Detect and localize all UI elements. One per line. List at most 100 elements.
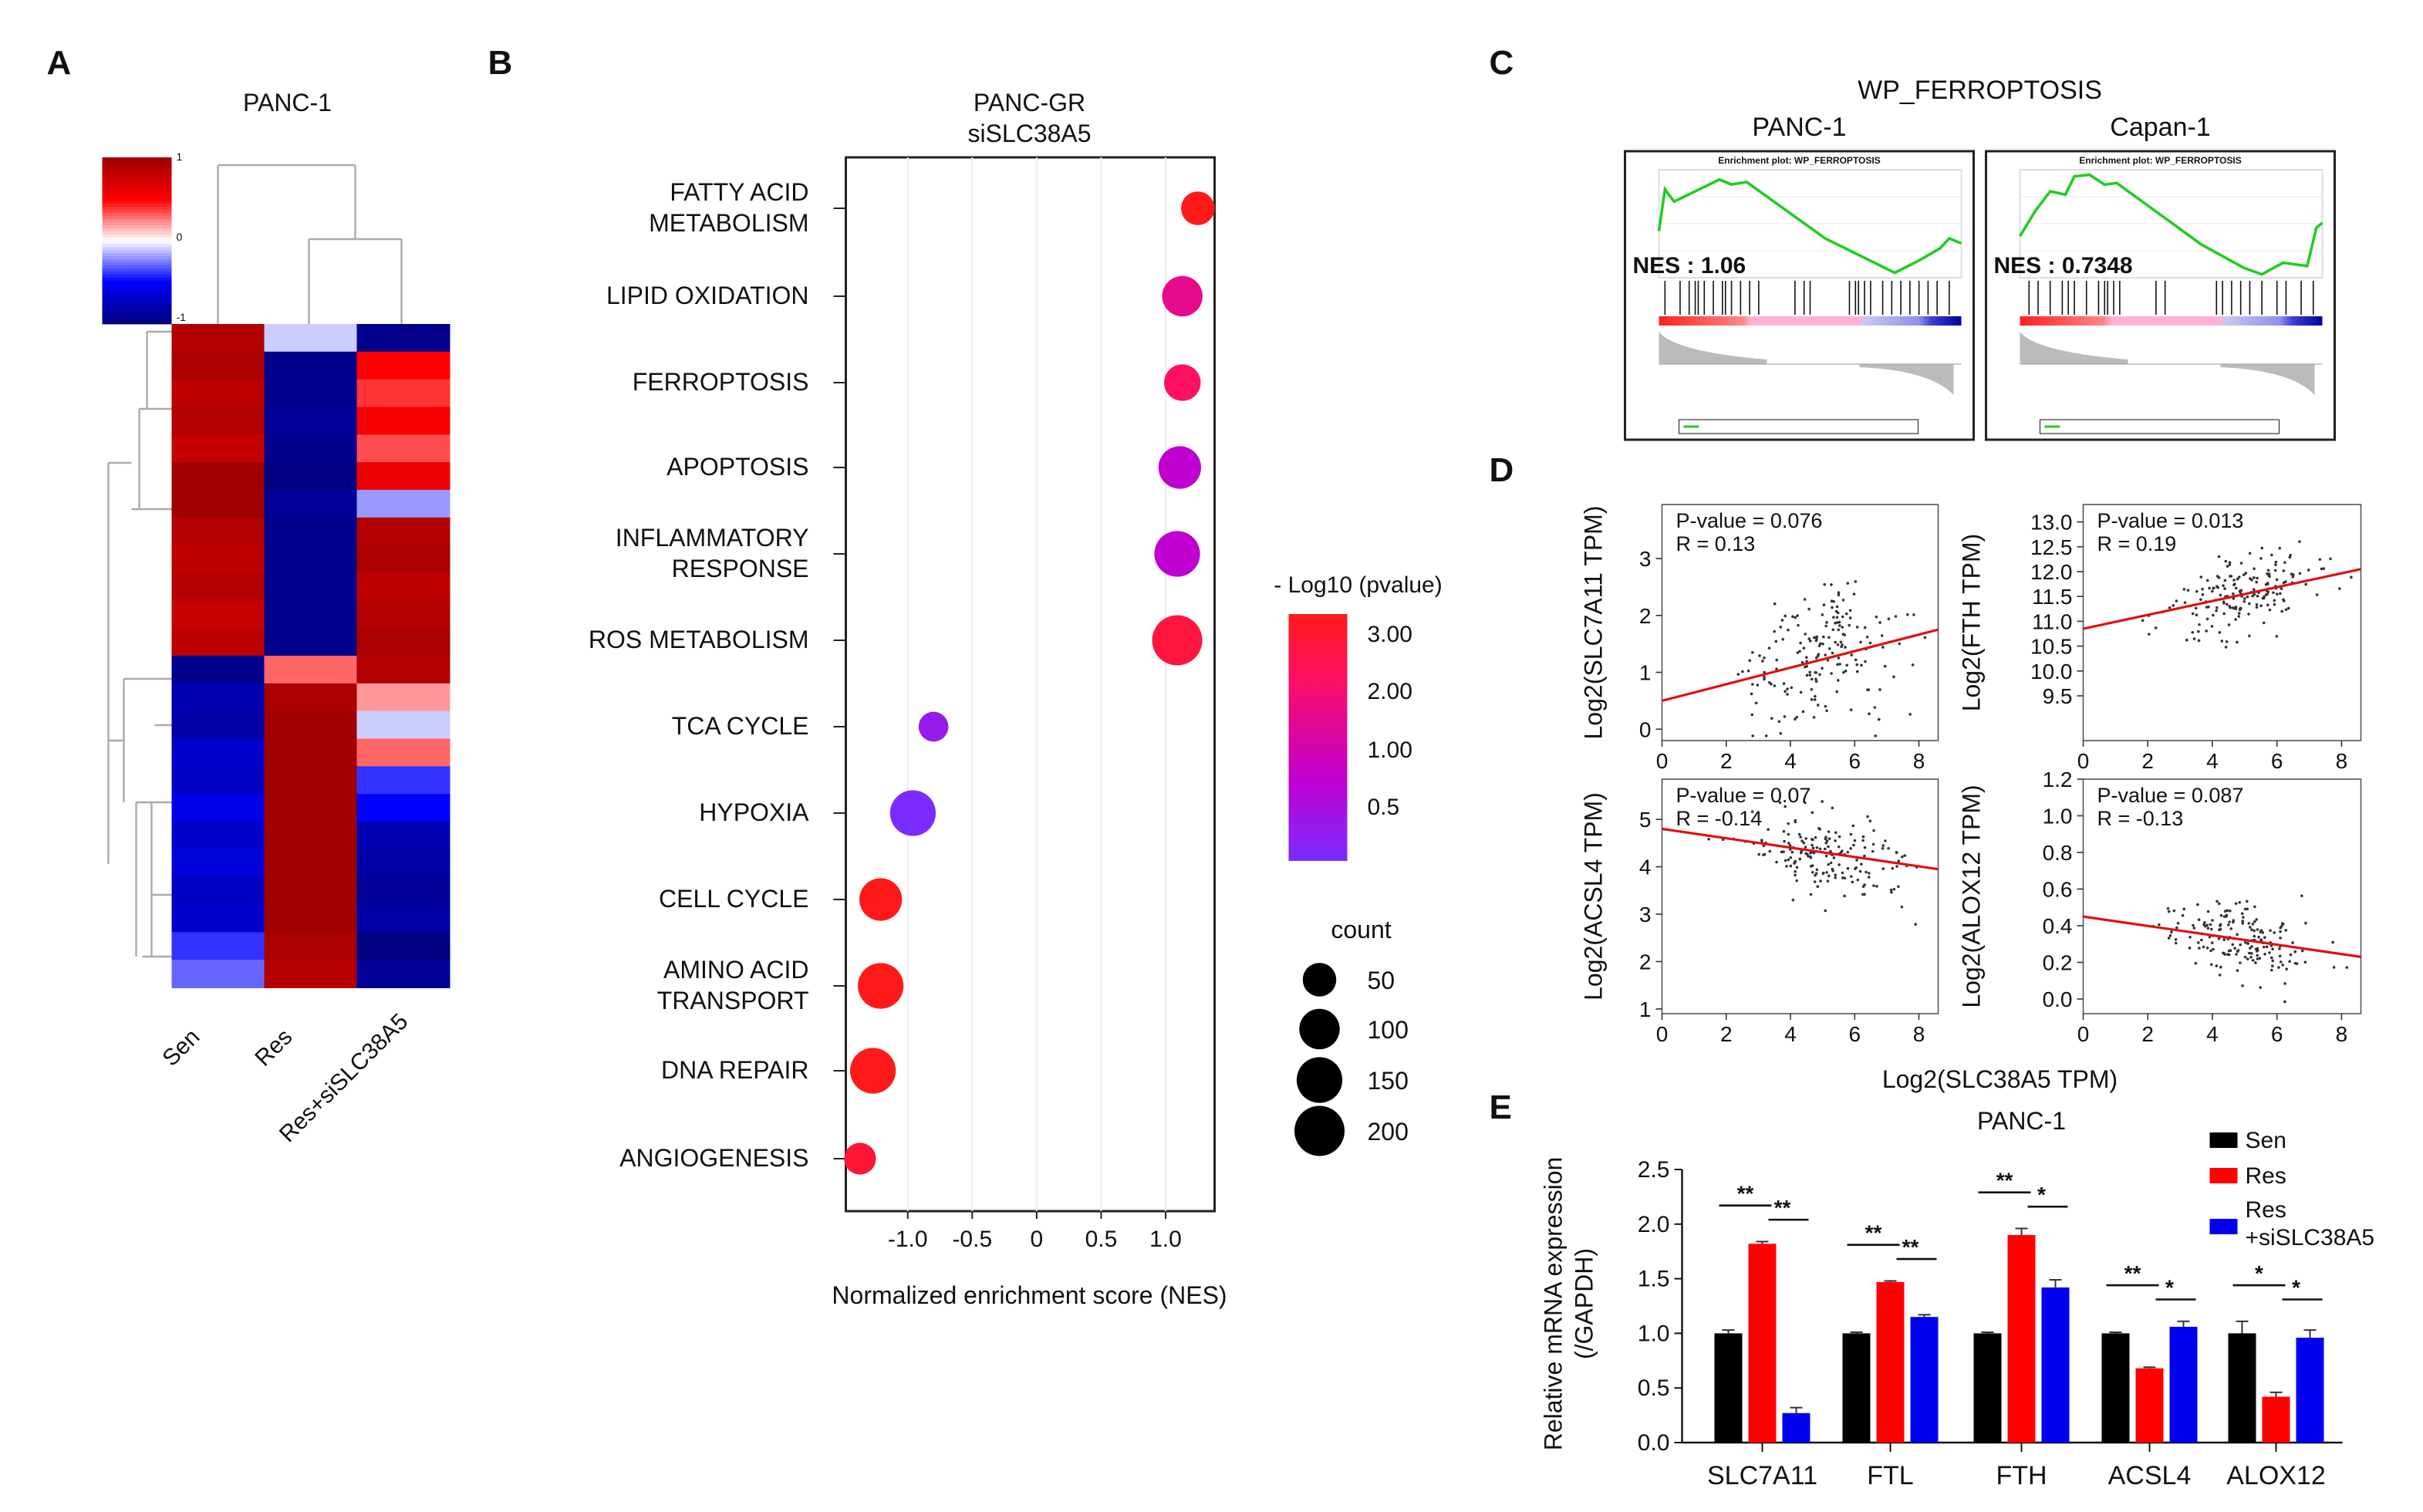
data-point <box>1852 843 1855 847</box>
data-point <box>2250 578 2253 582</box>
data-point <box>1756 683 1760 687</box>
bar <box>1876 1281 1905 1443</box>
x-tick-label: 4 <box>1784 1022 1797 1046</box>
data-point <box>1821 642 1824 646</box>
data-point <box>2257 935 2260 939</box>
data-point <box>1850 875 1853 878</box>
y-tick-label: 2 <box>1639 950 1652 974</box>
data-point <box>1897 859 1901 863</box>
data-point <box>2201 593 2205 596</box>
pathway-label: AMINO ACID <box>663 956 808 984</box>
colorbar-segment <box>102 231 172 235</box>
data-point <box>2239 606 2242 610</box>
data-point <box>1810 677 1814 681</box>
colorbar-segment <box>102 259 172 263</box>
data-point <box>1751 734 1754 737</box>
data-point <box>2256 576 2259 580</box>
y-tick-label: 3 <box>1639 903 1652 926</box>
data-point <box>1810 698 1814 701</box>
heatmap-cell <box>356 904 451 933</box>
data-point <box>2219 927 2222 931</box>
data-point <box>1808 670 1811 674</box>
data-point <box>2229 927 2232 930</box>
colorbar-segment <box>102 268 172 272</box>
bar <box>2007 1234 2036 1443</box>
data-point <box>2332 966 2336 969</box>
size-legend-dot <box>1299 1008 1340 1050</box>
data-point <box>1804 633 1807 636</box>
y-tick-label: 1.0 <box>2043 805 2073 829</box>
data-point <box>2263 936 2266 940</box>
data-point <box>1842 670 1845 674</box>
data-point <box>2280 922 2284 926</box>
data-point <box>1775 860 1778 864</box>
heatmap-cell <box>264 960 358 988</box>
heatmap-cell <box>264 572 358 602</box>
y-tick-label: 11.5 <box>2032 585 2072 609</box>
data-point <box>1874 734 1878 737</box>
data-point <box>2238 589 2242 592</box>
colorbar-segment <box>102 244 172 248</box>
panel-letter: E <box>1490 1088 1512 1126</box>
data-point <box>1889 888 1893 892</box>
data-point <box>2329 557 2332 561</box>
data-point <box>2292 573 2295 576</box>
data-point <box>2291 575 2295 579</box>
colorbar-segment <box>102 182 172 186</box>
data-point <box>2239 961 2242 964</box>
nes-label: NES : 1.06 <box>1633 253 1746 278</box>
data-point <box>1814 677 1817 681</box>
data-point <box>1800 660 1804 664</box>
data-point <box>2246 942 2249 945</box>
data-point <box>2243 907 2247 911</box>
data-point <box>1818 642 1822 646</box>
data-point <box>1843 894 1846 898</box>
data-point <box>2210 941 2214 945</box>
p-value-label: P-value = 0.087 <box>2097 784 2244 807</box>
data-point <box>1865 635 1869 639</box>
data-point <box>2273 599 2276 602</box>
data-point <box>2250 928 2253 931</box>
regression-line <box>1662 628 1939 702</box>
data-point <box>2255 918 2258 921</box>
data-point <box>1804 837 1808 840</box>
x-tick-label: FTL <box>1867 1461 1913 1490</box>
data-point <box>2274 563 2277 566</box>
pathway-label: RESPONSE <box>672 555 809 582</box>
data-point <box>1881 867 1885 871</box>
data-point <box>2322 567 2326 570</box>
data-point <box>1761 660 1764 663</box>
heatmap-cell <box>171 628 265 656</box>
size-legend-label: 150 <box>1368 1067 1409 1095</box>
data-point <box>1834 831 1837 835</box>
x-tick-label: 8 <box>2336 1022 2348 1046</box>
significance-marker: * <box>2165 1276 2174 1300</box>
heatmap-cell <box>264 351 358 380</box>
data-point <box>2232 583 2236 586</box>
data-point <box>1796 614 1799 617</box>
colorbar-segment <box>102 238 172 241</box>
data-point <box>1861 835 1865 839</box>
data-point <box>2205 946 2209 950</box>
data-point <box>2141 619 2145 623</box>
data-point <box>2224 559 2228 563</box>
p-value-label: P-value = 0.013 <box>2097 509 2244 532</box>
colorbar-segment <box>102 207 172 211</box>
data-point <box>2303 960 2307 964</box>
data-point <box>2237 615 2241 618</box>
pathway-dot <box>889 790 936 836</box>
scatter-frame <box>2082 504 2362 741</box>
data-point <box>2176 922 2180 925</box>
data-point <box>1881 847 1885 850</box>
data-point <box>2283 982 2286 985</box>
data-point <box>1892 887 1896 891</box>
data-point <box>1796 651 1800 654</box>
data-point <box>2212 613 2215 617</box>
heatmap-cell <box>356 794 451 822</box>
data-point <box>2250 945 2253 948</box>
colorbar-segment <box>102 302 172 306</box>
data-point <box>1863 854 1866 858</box>
data-point <box>2269 929 2272 933</box>
pathway-label: APOPTOSIS <box>666 453 808 481</box>
y-tick-label: 11.0 <box>2032 609 2072 633</box>
